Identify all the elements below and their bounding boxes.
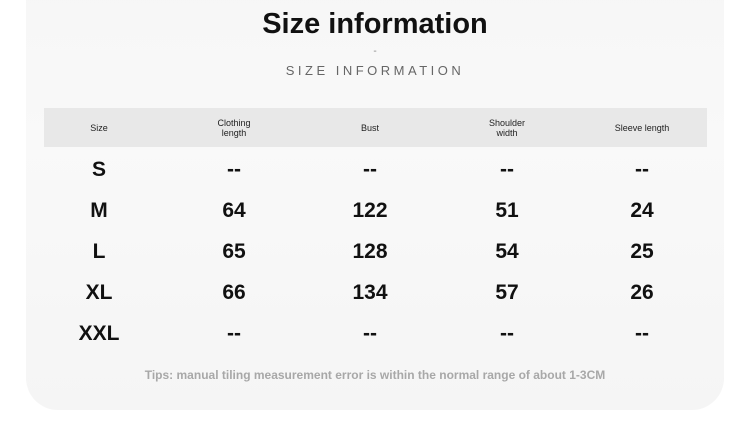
table-cell: 122 [352, 199, 388, 222]
table-cell: 24 [630, 199, 654, 222]
table-cell: 134 [352, 281, 388, 304]
subtitle: SIZE INFORMATION [285, 63, 465, 78]
table-cell: -- [363, 322, 377, 345]
table-cell: -- [227, 322, 241, 345]
page-title: Size information [262, 8, 488, 40]
size-card [26, 0, 724, 410]
table-cell: 25 [630, 240, 654, 263]
separator: - [373, 46, 377, 57]
table-cell: 51 [495, 199, 519, 222]
table-row: S -- -- -- -- [0, 158, 750, 188]
table-cell: S [91, 158, 107, 181]
header-shoulder-width: Shoulder width [488, 117, 526, 138]
table-row: L 65 128 54 25 [0, 240, 750, 270]
table-cell: -- [227, 158, 241, 181]
header-bust: Bust [360, 122, 379, 133]
table-cell: -- [635, 158, 649, 181]
header-clothing-length: Clothing length [217, 117, 251, 138]
table-cell: -- [363, 158, 377, 181]
table-cell: L [92, 240, 106, 263]
table-cell: 64 [222, 199, 246, 222]
header-sleeve-length: Sleeve length [614, 122, 670, 133]
table-cell: 26 [630, 281, 654, 304]
table-cell: XL [85, 281, 113, 304]
table-cell: 65 [222, 240, 246, 263]
header-size: Size [90, 122, 108, 133]
tips-text: Tips: manual tiling measurement error is… [144, 368, 606, 382]
table-cell: -- [635, 322, 649, 345]
table-cell: -- [500, 158, 514, 181]
table-cell: XXL [78, 322, 120, 345]
table-header: Size Clothing length Bust Shoulder width… [44, 108, 707, 147]
table-cell: M [90, 199, 108, 222]
table-row: XL 66 134 57 26 [0, 281, 750, 311]
table-cell: 54 [495, 240, 519, 263]
table-row: M 64 122 51 24 [0, 199, 750, 229]
table-cell: 128 [352, 240, 388, 263]
table-row: XXL -- -- -- -- [0, 322, 750, 352]
table-cell: 57 [495, 281, 519, 304]
table-cell: -- [500, 322, 514, 345]
table-cell: 66 [222, 281, 246, 304]
